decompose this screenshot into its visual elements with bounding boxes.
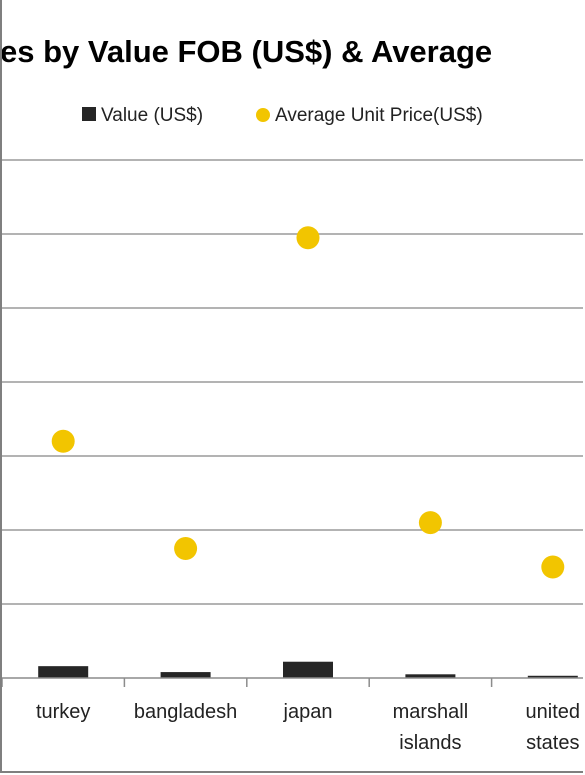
x-axis: turkey bangladesh japan marshall islands unit… [2,677,583,754]
x-tick-label: states [526,732,579,754]
legend: Value (US$) Average Unit Price(US$) [82,105,483,126]
legend-label-value: Value (US$) [101,105,203,126]
value-bar [283,661,333,678]
x-tick-label: islands [399,732,461,754]
legend-label-average-price: Average Unit Price(US$) [275,105,483,126]
x-tick-label: japan [283,701,333,723]
x-tick-label: marshall [393,701,469,723]
bar-series [38,661,578,678]
x-tick-label: united [526,701,581,723]
point-series [51,226,565,579]
chart-title: es by Value FOB (US$) & Average [2,34,492,69]
x-tick-label: turkey [36,701,90,723]
average-price-point [541,555,565,579]
value-bar [405,674,456,678]
average-price-point [51,429,75,453]
average-price-point [174,537,198,560]
gridlines [2,159,583,605]
average-price-point [418,511,442,535]
average-price-point [296,226,320,250]
legend-swatch-value [82,107,96,121]
legend-swatch-average-price [256,108,270,122]
x-tick-label: bangladesh [134,701,237,723]
value-bar [160,672,211,678]
value-bar [38,666,89,678]
value-bar [527,675,578,678]
